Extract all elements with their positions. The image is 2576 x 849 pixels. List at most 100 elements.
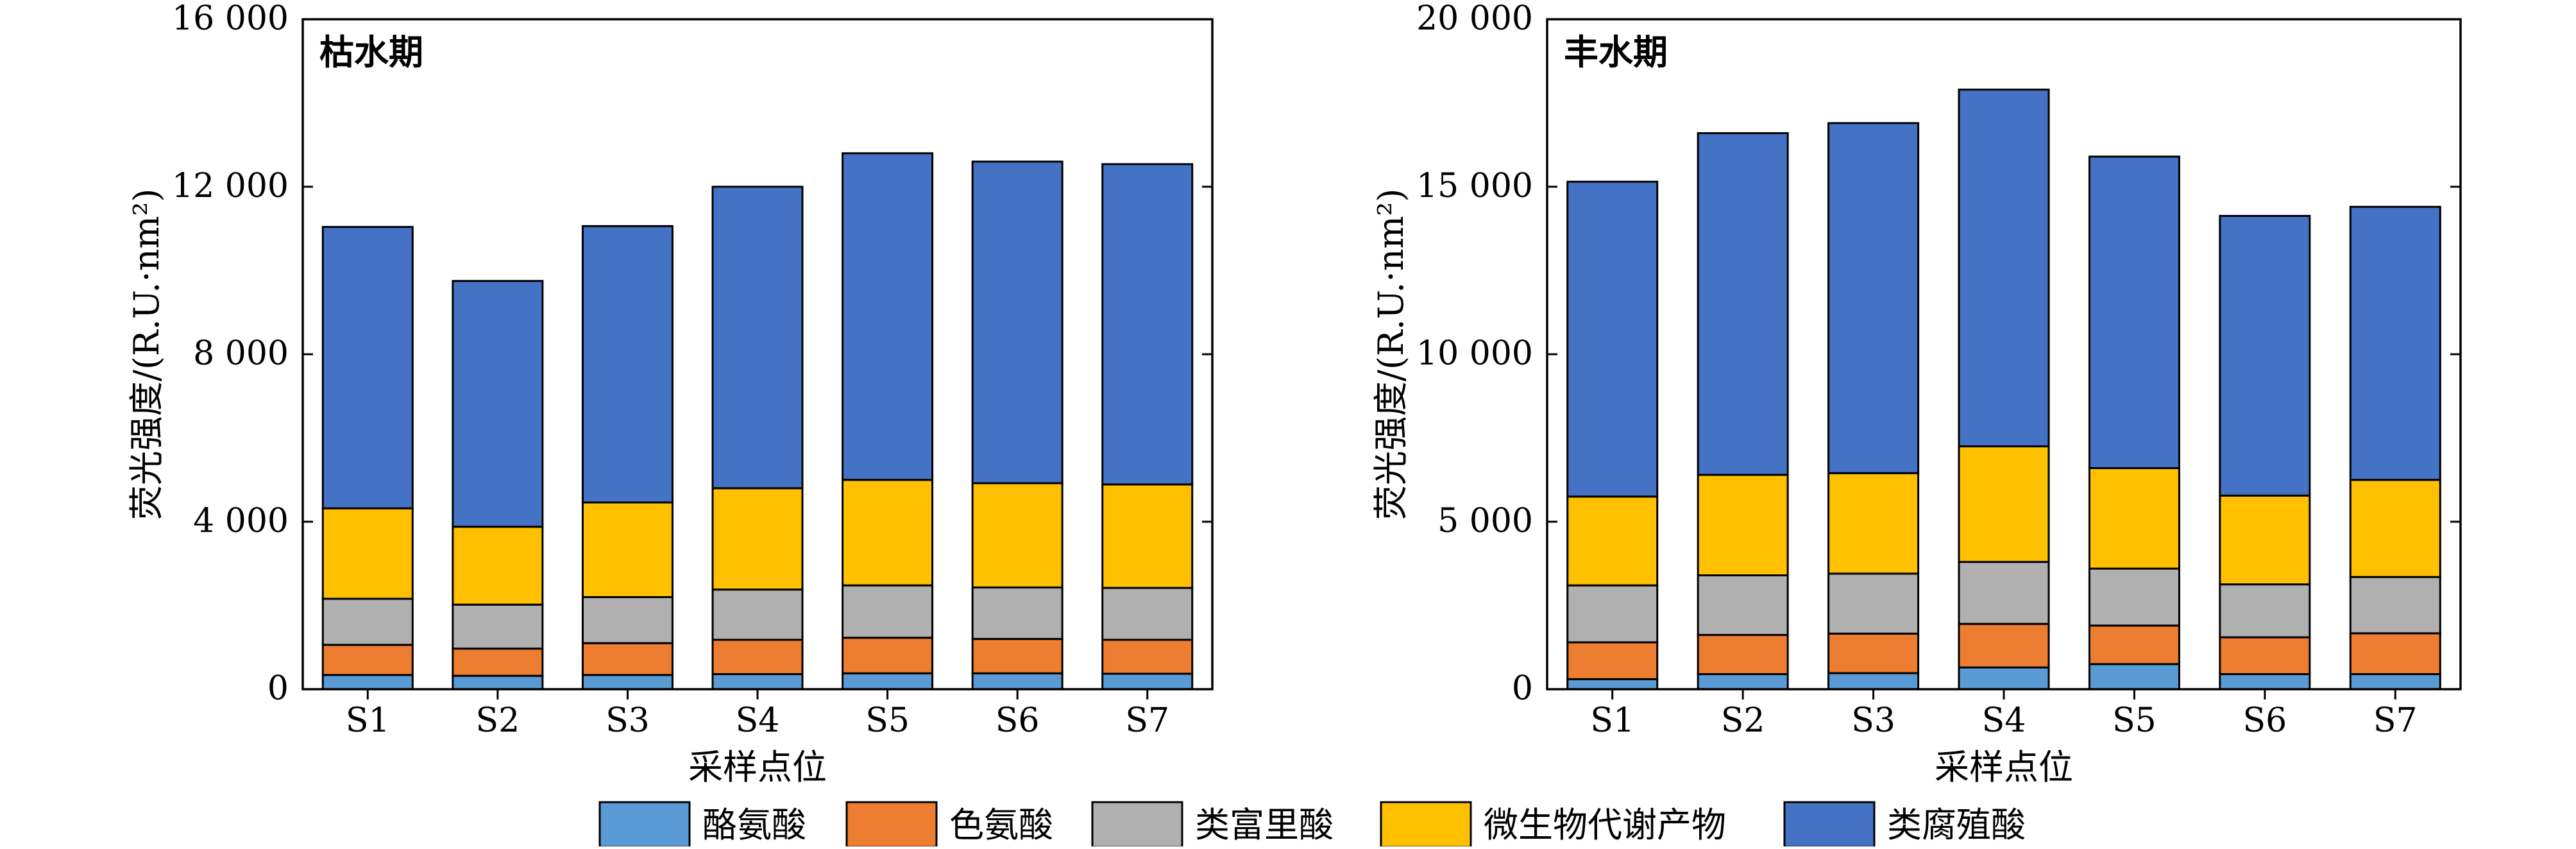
bar-S7-seg-3: [2349, 576, 2441, 635]
bar-S6-seg-5: [971, 160, 1063, 485]
y-tick-label: 0: [1512, 669, 1533, 708]
bar-S4-seg-5: [711, 185, 804, 490]
bar-S5-seg-5: [2088, 155, 2180, 469]
panel-dry-season: 0 4 000 8 000 12 000 16 000 S1 S2 S3 S4 S5 S6 S7 枯水期…: [126, 0, 1214, 787]
bar-S3-seg-2: [581, 642, 674, 676]
bar-S3-seg-2: [1827, 632, 1920, 674]
x-tick-label: S7: [1125, 701, 1169, 740]
x-tick-label: S5: [865, 701, 910, 740]
bar-S6-seg-1: [971, 672, 1063, 690]
legend-label-humic: 类腐殖酸: [1887, 805, 2026, 845]
panel-wet-season: 0 5 000 10 000 15 000 20 000 S1 S2 S3 S4 S5 S6 S7 丰水…: [1371, 0, 2462, 787]
bar-S5-seg-3: [2088, 567, 2180, 627]
bar-S6-seg-4: [2219, 494, 2311, 586]
panel-title: 丰水期: [1564, 31, 1668, 73]
legend-label-tyrosine: 酪氨酸: [702, 805, 806, 845]
bar-S6-seg-3: [971, 586, 1063, 640]
bar-S7-seg-5: [2349, 205, 2441, 481]
bar-S3-seg-5: [581, 225, 674, 504]
y-tick-label: 0: [267, 669, 289, 708]
bar-S2-seg-5: [1697, 132, 1789, 476]
bar-S1-seg-4: [1566, 495, 1659, 587]
bar-S5-seg-2: [2088, 624, 2180, 665]
y-tick-label: 15 000: [1416, 167, 1533, 205]
bar-S4-seg-5: [1958, 89, 2050, 448]
bar-S1-seg-3: [1566, 584, 1659, 644]
bar-S1-seg-3: [321, 597, 414, 646]
y-tick-label: 20 000: [1416, 0, 1533, 38]
x-tick-label: S1: [1590, 701, 1634, 740]
bar-S1-seg-4: [321, 507, 414, 600]
legend-swatch-humic: [1783, 801, 1876, 848]
legend-label-microbial: 微生物代谢产物: [1484, 805, 1726, 845]
bar-S7-seg-1: [2349, 673, 2441, 690]
bar-S4-seg-3: [1958, 561, 2050, 625]
x-tick-label: S6: [996, 701, 1040, 740]
legend-label-tryptophan: 色氨酸: [949, 805, 1053, 845]
bar-S4-seg-1: [1958, 666, 2050, 690]
x-tick-label: S2: [1721, 701, 1765, 740]
bar-S5-seg-4: [842, 479, 934, 587]
panel-title: 枯水期: [319, 31, 423, 73]
bar-S1-seg-2: [321, 644, 414, 676]
x-tick-label: S3: [606, 701, 650, 740]
y-tick-label: 8 000: [193, 334, 289, 373]
bar-S3-seg-3: [1827, 572, 1920, 635]
x-tick-label: S4: [1982, 701, 2026, 740]
x-tick-label: S5: [2112, 701, 2157, 740]
bar-S1-seg-5: [1566, 180, 1659, 498]
bar-S5-seg-1: [2088, 663, 2180, 690]
bar-S3-seg-5: [1827, 122, 1920, 474]
bar-S4-seg-2: [1958, 622, 2050, 669]
bar-S2-seg-4: [1697, 474, 1789, 577]
bar-S7-seg-3: [1101, 587, 1194, 641]
y-axis-label: 荧光强度/(R.U.·nm²): [126, 189, 167, 520]
legend-label-fulvic: 类富里酸: [1195, 805, 1334, 845]
y-tick-label: 10 000: [1416, 334, 1533, 373]
x-axis-label: 采样点位: [688, 747, 827, 787]
y-axis-label: 荧光强度/(R.U.·nm²): [1371, 189, 1411, 520]
bar-S5-seg-1: [842, 672, 934, 690]
bar-S3-seg-4: [581, 501, 674, 598]
bar-S2-seg-3: [1697, 574, 1789, 636]
x-tick-label: S2: [475, 701, 520, 740]
bar-S2-seg-1: [1697, 673, 1789, 690]
bar-S5-seg-5: [842, 152, 934, 481]
bar-S1-seg-1: [321, 674, 414, 690]
y-tick-label: 4 000: [193, 502, 289, 540]
x-tick-label: S1: [346, 701, 390, 740]
x-tick-label: S4: [736, 701, 780, 740]
legend-swatch-microbial: [1380, 801, 1472, 848]
y-tick-label: 12 000: [172, 167, 289, 205]
bar-S7-seg-4: [1101, 483, 1194, 589]
bar-S2-seg-2: [1697, 633, 1789, 676]
bar-S2-seg-1: [452, 674, 544, 690]
bar-S4-seg-4: [711, 487, 804, 591]
chart-legend: 酪氨酸 色氨酸 类富里酸 微生物代谢产物 类腐殖酸: [598, 801, 2026, 848]
legend-swatch-fulvic: [1091, 801, 1183, 848]
bar-S4-seg-4: [1958, 445, 2050, 563]
bar-S3-seg-1: [581, 674, 674, 690]
x-tick-label: S3: [1851, 701, 1895, 740]
bar-S3-seg-4: [1827, 472, 1920, 575]
bar-S2-seg-4: [452, 526, 544, 606]
bar-S7-seg-1: [1101, 673, 1194, 690]
y-tick-label: 5 000: [1437, 502, 1533, 540]
y-tick-label: 16 000: [172, 0, 289, 38]
x-tick-label: S7: [2373, 701, 2418, 740]
bar-S2-seg-5: [452, 280, 544, 528]
bar-S6-seg-4: [971, 482, 1063, 588]
bar-S1-seg-2: [1566, 641, 1659, 680]
bar-S7-seg-5: [1101, 163, 1194, 486]
bar-S3-seg-1: [1827, 672, 1920, 690]
legend-swatch-tyrosine: [598, 801, 691, 848]
bar-S6-seg-2: [971, 638, 1063, 674]
bar-S6-seg-1: [2219, 673, 2311, 690]
bar-S2-seg-2: [452, 647, 544, 677]
bar-S2-seg-3: [452, 603, 544, 650]
bar-S5-seg-4: [2088, 467, 2180, 570]
bar-S6-seg-2: [2219, 636, 2311, 676]
bar-S7-seg-4: [2349, 479, 2441, 578]
bar-S1-seg-1: [1566, 678, 1659, 690]
